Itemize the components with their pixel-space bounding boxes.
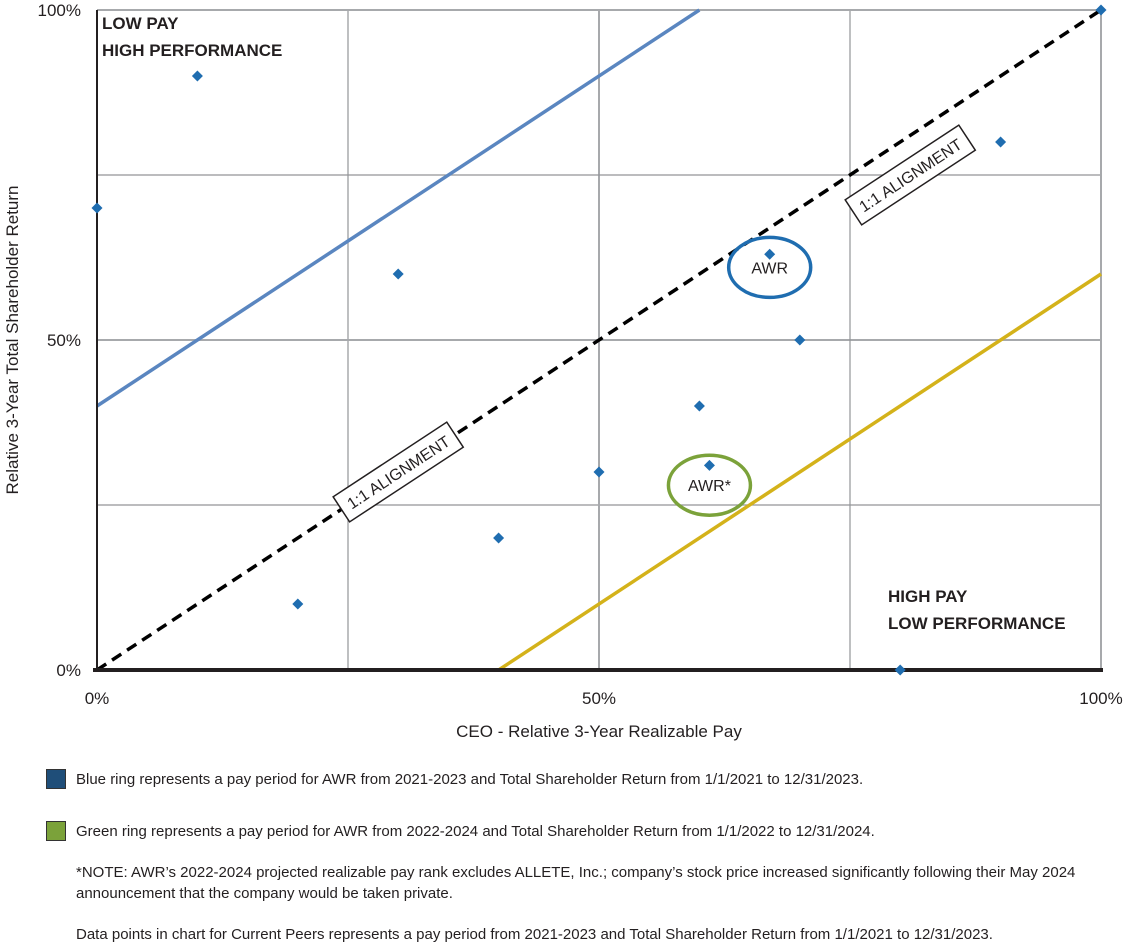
awr-ring-label: AWR — [751, 260, 788, 277]
quadrant-label: LOW PERFORMANCE — [888, 614, 1066, 633]
y-tick-label: 100% — [38, 1, 81, 20]
y-tick-label: 50% — [47, 331, 81, 350]
y-tick-label: 0% — [56, 661, 81, 680]
awr-ring-label: AWR* — [688, 478, 731, 495]
data-point — [693, 400, 705, 412]
data-point — [593, 466, 605, 478]
x-tick-label: 0% — [85, 689, 110, 708]
data-point — [995, 136, 1007, 148]
line-alignment — [96, 8, 1102, 672]
alignment-label-box — [332, 421, 465, 523]
data-points — [91, 4, 1107, 676]
awr-blue-ring — [726, 235, 813, 300]
alignment-label-text: 1:1 ALIGNMENT — [857, 136, 966, 216]
quadrant-label: HIGH PAY — [888, 587, 968, 606]
legend-text-blue: Blue ring represents a pay period for AW… — [76, 770, 864, 788]
awr-green-ring — [666, 453, 753, 517]
data-point — [493, 532, 505, 544]
data-point — [292, 598, 304, 610]
scatter-chart: 1:1 ALIGNMENT 1:1 ALIGNMENT AWR AWR* 0% 50%… — [3, 1, 1123, 741]
data-point — [392, 268, 404, 280]
x-axis-label: CEO - Relative 3-Year Realizable Pay — [456, 722, 742, 741]
data-point — [703, 459, 715, 471]
data-point — [191, 70, 203, 82]
quadrant-label: HIGH PERFORMANCE — [102, 41, 282, 60]
data-point — [894, 664, 906, 676]
alignment-label: 1:1 ALIGNMENT — [332, 421, 465, 523]
data-point — [764, 248, 776, 260]
legend-item-blue-ring: Blue ring represents a pay period for AW… — [46, 769, 863, 789]
annotations: AWR AWR* — [666, 235, 813, 517]
legend-swatch-blue — [46, 769, 66, 789]
line-upper-band — [96, 8, 701, 408]
alignment-label-text: 1:1 ALIGNMENT — [345, 433, 454, 513]
x-tick-label: 100% — [1079, 689, 1122, 708]
footnote-current-peers: Data points in chart for Current Peers r… — [76, 926, 993, 943]
line-lower-band — [497, 272, 1102, 672]
footnote-allete: *NOTE: AWR’s 2022-2024 projected realiza… — [76, 864, 1076, 902]
chart-text: 0% 50% 100% 0% 50% 100% CEO - Relative 3-Year … — [3, 1, 1123, 741]
axes — [93, 10, 1103, 672]
data-point — [1095, 4, 1107, 16]
legend-item-green-ring: Green ring represents a pay period for A… — [46, 821, 875, 841]
data-point — [91, 202, 103, 214]
quadrant-label: LOW PAY — [102, 14, 179, 33]
alignment-label-box — [844, 124, 977, 226]
legend-text-green: Green ring represents a pay period for A… — [76, 822, 875, 840]
y-axis-label: Relative 3-Year Total Shareholder Return — [3, 185, 22, 494]
legend-swatch-green — [46, 821, 66, 841]
data-point — [794, 334, 806, 346]
x-tick-label: 50% — [582, 689, 616, 708]
